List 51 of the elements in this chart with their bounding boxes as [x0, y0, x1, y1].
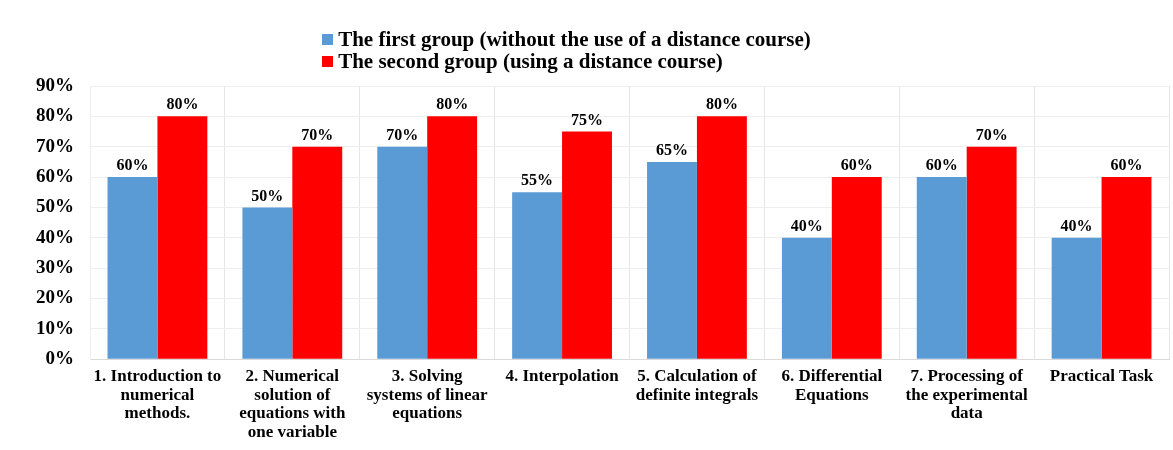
- x-tick-label: 3. Solving systems of linear equations: [366, 365, 489, 423]
- y-tick-label: 0%: [45, 347, 74, 369]
- bar: [647, 161, 697, 359]
- bar: [966, 146, 1017, 359]
- data-label: 80%: [436, 95, 469, 113]
- y-tick-label: 70%: [36, 134, 74, 156]
- bar: [1101, 177, 1152, 359]
- data-label: 55%: [521, 171, 554, 189]
- bar: [157, 116, 208, 359]
- x-tick-label: 1. Introduction to numerical methods.: [93, 365, 222, 423]
- bar: [781, 237, 832, 359]
- data-label: 80%: [166, 95, 199, 113]
- bar: [292, 146, 343, 359]
- bar: [107, 177, 158, 359]
- data-label: 60%: [925, 156, 958, 174]
- data-label: 50%: [251, 186, 284, 204]
- x-tick-label: 6. Differential Equations: [781, 365, 883, 404]
- bar: [427, 116, 478, 359]
- x-tick-label: 5. Calculation of definite integrals: [635, 365, 759, 404]
- bar: [242, 207, 293, 359]
- data-label: 75%: [571, 110, 604, 128]
- legend-label: The first group (without the use of a distance course): [338, 27, 811, 51]
- data-label: 60%: [116, 156, 149, 174]
- y-tick-label: 30%: [36, 256, 74, 278]
- data-label: 60%: [1110, 156, 1143, 174]
- y-tick-label: 50%: [36, 195, 74, 217]
- y-tick-label: 90%: [36, 73, 74, 95]
- y-tick-label: 10%: [36, 316, 74, 338]
- x-tick-label: 2. Numerical solution of equations with one variable: [239, 365, 346, 442]
- y-tick-label: 80%: [36, 104, 74, 126]
- data-label: 65%: [655, 141, 688, 159]
- y-tick-label: 20%: [36, 286, 74, 308]
- bar: [696, 116, 747, 359]
- bar: [831, 177, 882, 359]
- bar: [512, 192, 563, 359]
- data-label: 40%: [790, 216, 823, 234]
- y-tick-label: 40%: [36, 225, 74, 247]
- data-label: 70%: [301, 125, 334, 143]
- x-tick-label: 4. Interpolation: [505, 365, 620, 385]
- x-tick-label: 7. Processing of the experimental data: [905, 365, 1029, 423]
- data-label: 60%: [840, 156, 873, 174]
- bar: [1051, 237, 1102, 359]
- x-tick-label: Practical Task: [1049, 365, 1154, 385]
- data-label: 70%: [386, 125, 419, 143]
- bar: [377, 146, 428, 359]
- data-label: 40%: [1060, 216, 1093, 234]
- bar: [916, 177, 967, 359]
- data-label: 70%: [975, 125, 1008, 143]
- y-tick-label: 60%: [36, 164, 74, 186]
- data-label: 80%: [705, 95, 738, 113]
- bar: [562, 131, 612, 359]
